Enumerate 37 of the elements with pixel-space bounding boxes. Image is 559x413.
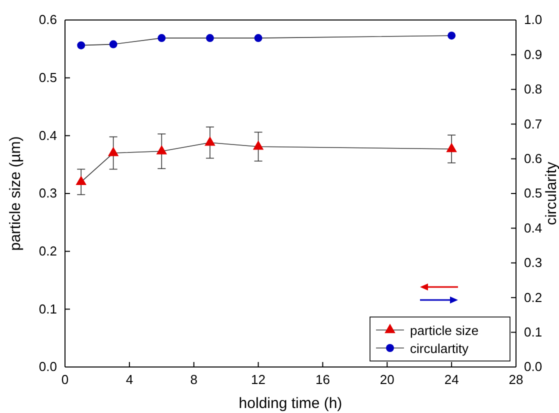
y-tick-label: 0.6 <box>38 12 57 28</box>
y2-tick-label: 0.2 <box>524 290 542 305</box>
point <box>204 136 216 146</box>
y-tick-label: 0.0 <box>38 359 57 374</box>
x-tick-label: 8 <box>190 372 198 388</box>
y-axis-title: particle size (µm) <box>7 136 24 251</box>
y2-axis-title: circularity <box>543 161 559 226</box>
y-tick-label: 0.5 <box>38 70 57 85</box>
y2-tick-label: 0.6 <box>524 150 542 166</box>
y-tick-label: 0.3 <box>38 186 57 201</box>
y2-tick-label: 0.9 <box>524 46 542 62</box>
x-tick-label: 12 <box>251 372 266 388</box>
x-tick-label: 20 <box>380 372 394 388</box>
y2-tick-label: 0.1 <box>524 324 542 340</box>
legend-label: particle size <box>410 323 479 338</box>
y2-tick-label: 0.7 <box>524 116 542 132</box>
x-tick-label: 24 <box>444 372 459 388</box>
point <box>252 140 264 150</box>
legend-label: circulartity <box>410 341 470 356</box>
y2-tick-label: 0.4 <box>524 220 542 236</box>
y-tick-label: 0.2 <box>38 243 57 258</box>
y2-tick-label: 1.0 <box>524 12 542 28</box>
y-tick-label: 0.4 <box>38 128 57 143</box>
x-tick-label: 16 <box>315 372 330 388</box>
y-tick-label: 0.1 <box>38 301 57 316</box>
y2-tick-label: 0.5 <box>524 186 542 201</box>
y2-tick-label: 0.0 <box>524 359 542 374</box>
x-axis-title: holding time (h) <box>238 395 342 412</box>
y2-tick-label: 0.8 <box>524 82 542 97</box>
point <box>76 176 86 186</box>
x-tick-label: 4 <box>126 372 134 388</box>
x-tick-label: 0 <box>61 372 69 388</box>
point <box>446 142 457 152</box>
x-tick-label: 28 <box>508 372 524 388</box>
y2-tick-label: 0.3 <box>524 255 542 270</box>
point <box>108 146 119 156</box>
point <box>156 145 168 154</box>
